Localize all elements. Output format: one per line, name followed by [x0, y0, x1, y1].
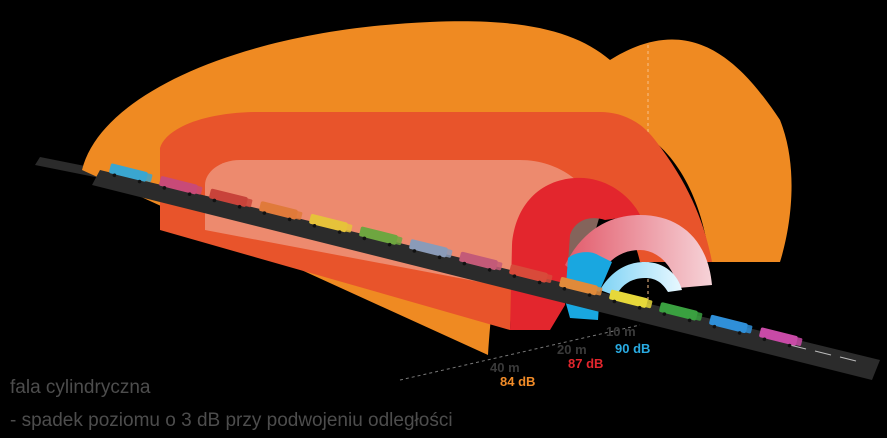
level-label-84db: 84 dB — [500, 374, 535, 389]
distance-label-10m: 10 m — [606, 324, 636, 339]
caption-description: - spadek poziomu o 3 dB przy podwojeniu … — [10, 410, 453, 432]
level-label-90db: 90 dB — [615, 341, 650, 356]
distance-label-40m: 40 m — [490, 360, 520, 375]
outer-baseline — [400, 325, 640, 380]
level-label-87db: 87 dB — [568, 356, 603, 371]
distance-label-20m: 20 m — [557, 342, 587, 357]
caption-title: fala cylindryczna — [10, 377, 150, 399]
